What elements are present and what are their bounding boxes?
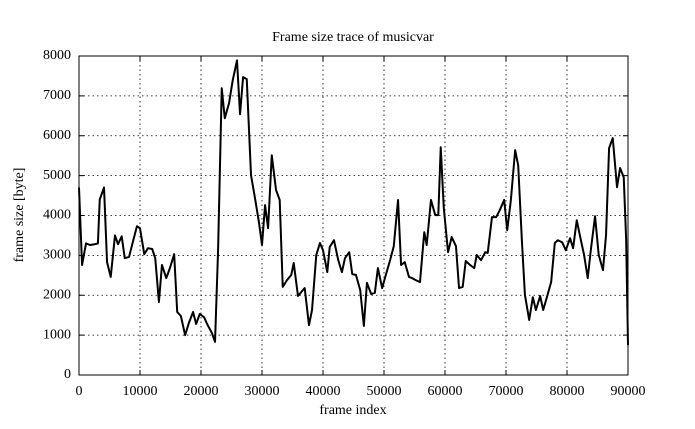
x-tick-label: 70000 [489, 384, 524, 399]
x-tick-label: 50000 [367, 384, 402, 399]
y-tick-label: 2000 [43, 287, 71, 302]
x-tick-label: 30000 [245, 384, 280, 399]
y-tick-label: 4000 [43, 208, 71, 223]
y-tick-label: 0 [64, 367, 71, 382]
x-axis-label: frame index [319, 403, 386, 418]
x-tick-label: 20000 [184, 384, 219, 399]
x-tick-label: 80000 [550, 384, 585, 399]
plot-frame [78, 55, 629, 376]
y-axis-label: frame size [byte] [12, 168, 27, 263]
x-tick-label: 40000 [306, 384, 341, 399]
y-tick-label: 1000 [43, 327, 71, 342]
data-line [78, 59, 629, 346]
x-tick-label: 10000 [123, 384, 158, 399]
x-tick-label: 60000 [428, 384, 463, 399]
y-tick-label: 3000 [43, 248, 71, 263]
x-tick-label: 0 [76, 384, 83, 399]
chart-title: Frame size trace of musicvar [272, 30, 434, 45]
y-tick-label: 7000 [43, 88, 71, 103]
x-tick-label: 90000 [611, 384, 646, 399]
y-tick-label: 6000 [43, 128, 71, 143]
y-tick-label: 5000 [43, 168, 71, 183]
y-tick-label: 8000 [43, 48, 71, 63]
